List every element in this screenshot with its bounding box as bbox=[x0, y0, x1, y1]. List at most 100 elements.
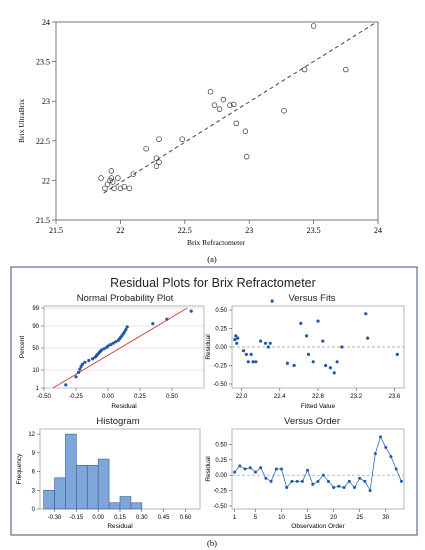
vorder-data-point bbox=[280, 467, 284, 471]
hist-y-tick-label: 6 bbox=[32, 470, 36, 476]
vfits-title: Versus Fits bbox=[289, 293, 336, 304]
vorder-x-tick-label: 15 bbox=[304, 515, 311, 521]
vfits-y-tick-label: -0.50 bbox=[213, 382, 227, 388]
npp-title: Normal Probability Plot bbox=[77, 293, 174, 304]
vorder-data-point bbox=[342, 486, 346, 489]
vfits-data-point bbox=[249, 352, 253, 356]
panel-a-data-point bbox=[121, 183, 128, 190]
panel-a-data-point bbox=[111, 185, 117, 192]
npp-data-point bbox=[83, 360, 87, 364]
panel-a-y-tick-label: 21.5 bbox=[36, 216, 50, 225]
vorder-data-point bbox=[321, 473, 325, 477]
vfits-data-point bbox=[263, 341, 268, 345]
panel-a-x-tick-label: 22.5 bbox=[178, 226, 192, 235]
vorder-data-point bbox=[238, 464, 242, 468]
panel-a-data-point bbox=[281, 107, 287, 114]
vfits-data-point bbox=[328, 366, 333, 370]
npp-data-point bbox=[151, 322, 155, 326]
panel-a-x-tick-label: 22 bbox=[116, 226, 124, 235]
npp-data-point bbox=[76, 370, 81, 374]
vorder-data-point bbox=[295, 479, 299, 483]
vorder-plot-frame bbox=[231, 428, 405, 510]
panel-a-x-tick-label: 23.5 bbox=[307, 226, 321, 235]
vfits-data-point bbox=[259, 339, 263, 343]
npp-y-axis-label: Percent bbox=[19, 336, 26, 359]
vfits-data-point bbox=[270, 299, 274, 303]
hist-title: Histogram bbox=[96, 416, 139, 427]
vorder-data-point bbox=[285, 486, 289, 489]
panel-a-data-point bbox=[233, 120, 240, 127]
normal-probability-plot: Normal Probability Plot -0.50 -0.25 0.00 0.… bbox=[19, 293, 205, 410]
panel-a-data-point bbox=[343, 66, 349, 73]
vfits-data-point bbox=[306, 352, 311, 356]
panel-a-data-point bbox=[220, 96, 227, 103]
vorder-data-point bbox=[269, 479, 273, 483]
vorder-data-point bbox=[300, 479, 304, 483]
npp-data-point bbox=[74, 375, 78, 379]
npp-y-tick-label: 50 bbox=[32, 346, 39, 352]
hist-x-tick-label: 0.45 bbox=[158, 515, 170, 521]
vfits-data-point bbox=[316, 319, 320, 323]
vfits-data-point bbox=[324, 363, 328, 368]
vorder-data-point bbox=[373, 452, 377, 456]
panel-a-data-point bbox=[156, 159, 162, 165]
npp-data-point bbox=[108, 343, 113, 347]
vfits-data-point bbox=[234, 334, 238, 338]
vfits-data-point bbox=[364, 312, 368, 316]
vorder-y-tick-label: 0.25 bbox=[215, 458, 227, 464]
vorder-y-tick-label: -0.50 bbox=[213, 504, 227, 510]
vorder-y-tick-label: -0.25 bbox=[213, 489, 227, 495]
npp-data-point bbox=[111, 341, 115, 345]
versus-fits-plot: Versus Fits 22.0 22.4 22.8 23.2 23.6 -0.50 -0… bbox=[205, 293, 405, 410]
npp-data-point bbox=[64, 383, 68, 387]
vfits-y-tick-label: 0.25 bbox=[215, 327, 227, 333]
vorder-data-point bbox=[399, 479, 403, 483]
panel-a-label: (a) bbox=[207, 254, 217, 264]
vfits-y-tick-label: 0.50 bbox=[215, 308, 227, 314]
npp-x-tick-label: -0.25 bbox=[69, 394, 83, 400]
vorder-data-point bbox=[363, 479, 367, 483]
vorder-y-tick-label: 0.00 bbox=[215, 473, 227, 479]
vorder-y-axis-label: Residual bbox=[205, 456, 212, 482]
panel-a-data-point bbox=[211, 102, 218, 108]
vfits-data-point bbox=[299, 321, 303, 325]
npp-data-point bbox=[100, 348, 104, 352]
panel-a-y-tick-label: 23.5 bbox=[36, 58, 50, 67]
vfits-data-point bbox=[285, 361, 290, 365]
hist-bar bbox=[97, 458, 110, 510]
vorder-data-point bbox=[337, 484, 341, 488]
panel-a-y-tick-label: 24 bbox=[42, 18, 50, 27]
vorder-x-tick-label: 5 bbox=[254, 515, 258, 521]
hist-bar bbox=[76, 465, 88, 510]
panel-a-data-point bbox=[216, 106, 223, 112]
vfits-data-point bbox=[335, 360, 339, 364]
panel-a-data-point bbox=[153, 163, 160, 169]
vorder-data-point bbox=[264, 476, 268, 480]
panel-a-y-axis-label: Brix UltraBrix bbox=[17, 99, 26, 143]
panel-a-data-point bbox=[301, 66, 308, 73]
hist-y-axis-label: Frequency bbox=[16, 453, 23, 484]
hist-x-tick-label: 0.15 bbox=[114, 515, 126, 521]
hist-bar bbox=[65, 433, 77, 510]
vorder-data-point bbox=[274, 467, 278, 471]
npp-x-tick-label: 0.25 bbox=[134, 394, 146, 400]
vorder-title: Versus Order bbox=[284, 416, 340, 427]
hist-bar bbox=[130, 502, 143, 510]
vfits-x-tick-label: 23.6 bbox=[389, 394, 401, 400]
vorder-data-point bbox=[352, 486, 356, 489]
vfits-data-point bbox=[332, 371, 336, 375]
panel-a-data-point bbox=[230, 101, 237, 108]
npp-data-point bbox=[91, 357, 95, 361]
vorder-x-tick-label: 20 bbox=[330, 515, 337, 521]
vorder-data-point bbox=[379, 435, 383, 439]
versus-order-plot: Versus Order 1 5 10 15 20 25 30 -0.50-0.250.00… bbox=[205, 416, 405, 530]
npp-data-point bbox=[78, 367, 82, 371]
panel-a-data-point bbox=[243, 153, 250, 160]
vfits-x-tick-label: 22.0 bbox=[236, 394, 248, 400]
npp-data-point bbox=[114, 340, 118, 344]
vorder-data-point bbox=[259, 466, 263, 470]
npp-x-tick-label: -0.50 bbox=[37, 394, 51, 400]
hist-bar bbox=[108, 502, 121, 510]
vorder-data-point bbox=[389, 455, 393, 459]
